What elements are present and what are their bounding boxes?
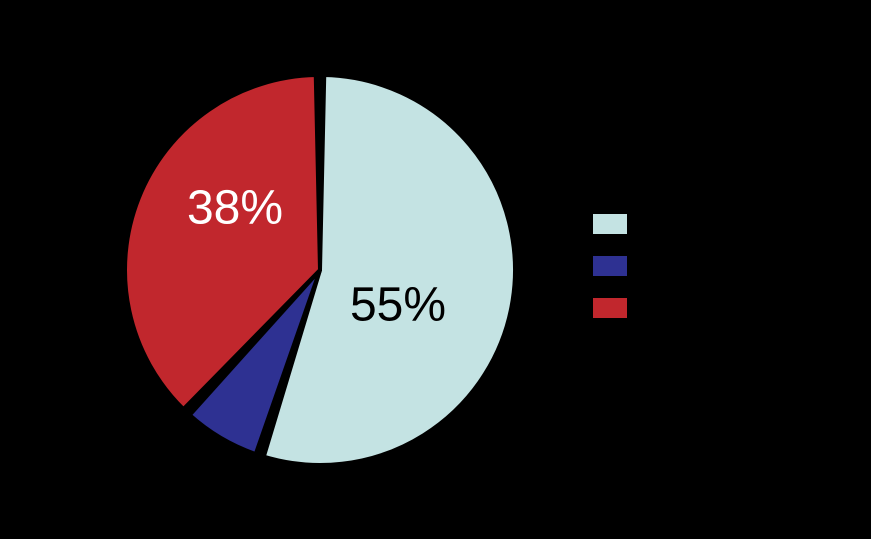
legend-swatch [592,297,628,319]
legend-item [592,245,638,287]
legend-swatch [592,213,628,235]
slice-a-label: 55% [350,278,446,333]
slice-c-label: 38% [187,181,283,236]
legend-item [592,287,638,329]
legend-item [592,203,638,245]
pie-chart [0,0,871,539]
legend-swatch [592,255,628,277]
legend [592,203,638,329]
chart-stage: 55% 38% [0,0,871,539]
